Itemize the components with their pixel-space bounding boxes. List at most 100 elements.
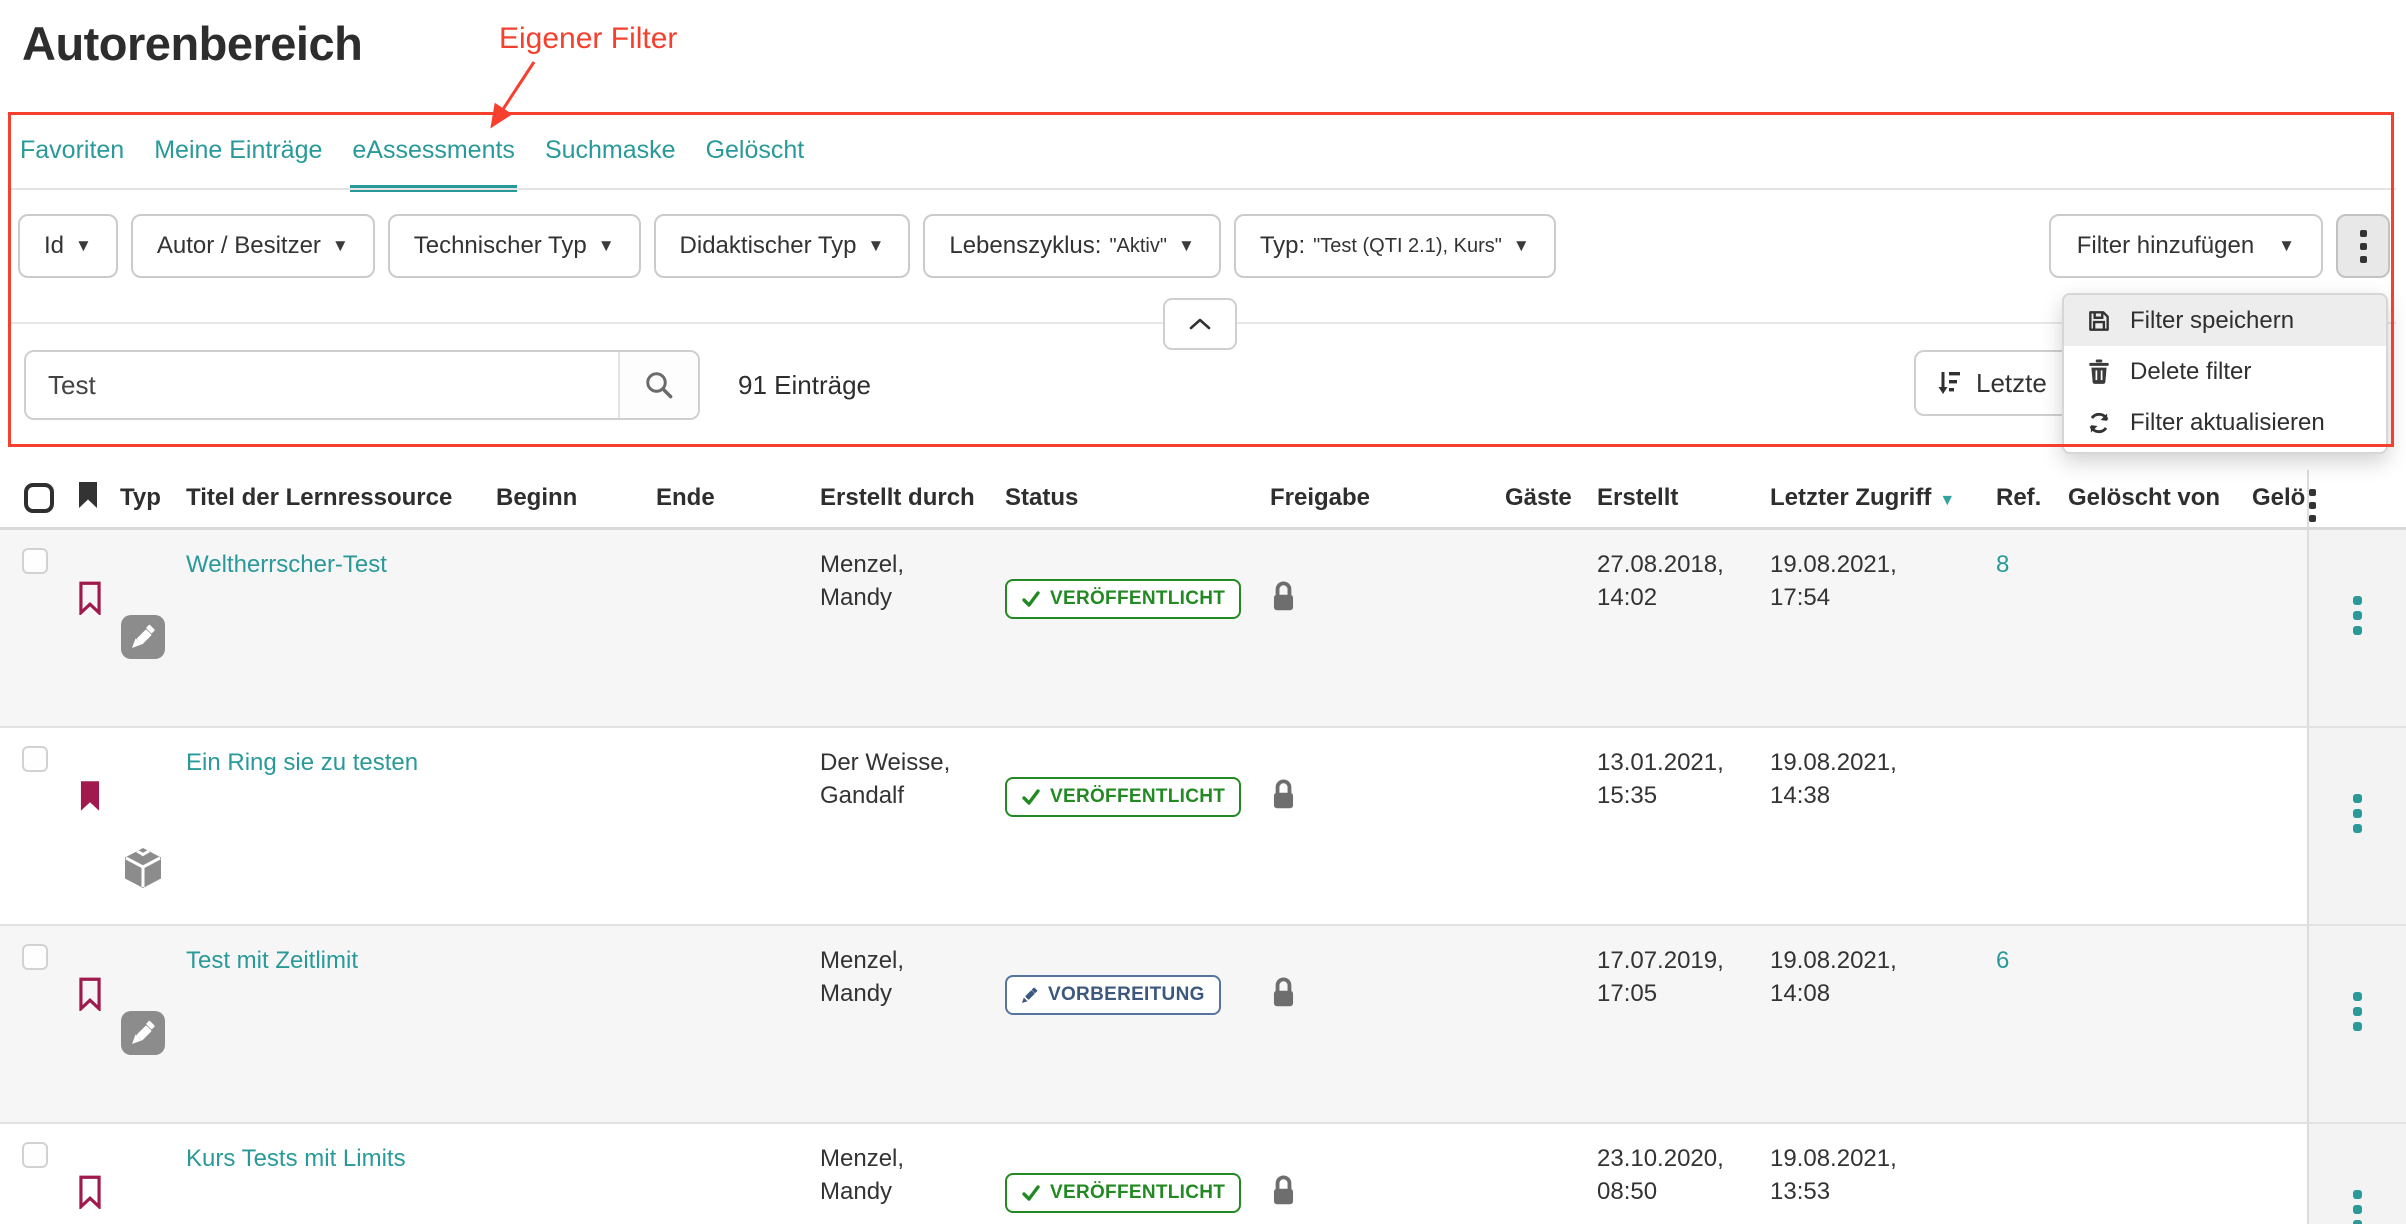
tabs-divider — [10, 188, 2396, 190]
header-freigabe[interactable]: Freigabe — [1270, 484, 1371, 512]
status-label: VORBEREITUNG — [1048, 984, 1205, 1005]
column-settings-kebab-icon[interactable] — [2310, 488, 2316, 522]
menu-item-delete-filter[interactable]: Delete filter — [2064, 346, 2386, 397]
cell-letzter-zugriff: 19.08.2021, 17:54 — [1770, 528, 1996, 727]
type-icon — [120, 779, 166, 924]
filter-pill-lebenszyklus[interactable]: Lebenszyklus: "Aktiv" ▼ — [923, 214, 1221, 278]
ref-count-link[interactable]: 6 — [1996, 946, 2010, 974]
chevron-up-icon — [1189, 318, 1211, 330]
row-actions-kebab-icon[interactable] — [2353, 1189, 2362, 1224]
trash-icon — [2084, 359, 2114, 385]
filter-row: Id ▼ Autor / Besitzer ▼ Technischer Typ … — [18, 214, 2390, 278]
check-icon — [1022, 590, 1040, 607]
caret-down-icon: ▼ — [75, 236, 92, 255]
refresh-icon — [2084, 410, 2114, 436]
resource-title-link[interactable]: Weltherrscher-Test — [186, 550, 387, 578]
table-row: Kurs Tests mit Limits Menzel, Mandy VERÖ… — [0, 1122, 2406, 1224]
ref-count-link[interactable]: 8 — [1996, 550, 2010, 578]
row-actions-kebab-icon[interactable] — [2353, 595, 2362, 635]
type-icon — [120, 581, 166, 726]
row-checkbox[interactable] — [22, 1141, 48, 1168]
row-actions-kebab-icon[interactable] — [2353, 991, 2362, 1031]
tab-favoriten[interactable]: Favoriten — [20, 136, 125, 164]
tab-meine-eintraege[interactable]: Meine Einträge — [154, 136, 323, 164]
table-row: Test mit Zeitlimit Menzel, Mandy VORBERE… — [0, 924, 2406, 1123]
header-status[interactable]: Status — [1005, 484, 1079, 512]
tab-bar: Favoriten Meine Einträge eAssessments Su… — [20, 136, 805, 192]
cell-letzter-zugriff: 19.08.2021, 13:53 — [1770, 1122, 1996, 1224]
bookmark-icon[interactable] — [76, 977, 104, 1012]
cell-ende — [656, 1122, 820, 1224]
header-typ[interactable]: Typ — [120, 484, 161, 512]
add-filter-label: Filter hinzufügen — [2076, 232, 2255, 259]
filter-pill-label: Didaktischer Typ — [679, 232, 857, 259]
lock-icon — [1273, 977, 1294, 1006]
bookmark-icon[interactable] — [76, 779, 104, 813]
header-beginn[interactable]: Beginn — [496, 484, 578, 512]
cell-beginn — [496, 528, 656, 727]
cell-erstellt-durch: Menzel, Mandy — [820, 1122, 1005, 1224]
filter-pill-autor-besitzer[interactable]: Autor / Besitzer ▼ — [130, 214, 375, 278]
row-actions-kebab-icon[interactable] — [2353, 793, 2362, 833]
resource-title-link[interactable]: Test mit Zeitlimit — [186, 946, 359, 974]
status-label: VERÖFFENTLICHT — [1050, 1182, 1226, 1203]
type-icon — [120, 977, 166, 1122]
resource-title-link[interactable]: Ein Ring sie zu testen — [186, 748, 419, 776]
menu-item-filter-speichern[interactable]: Filter speichern — [2064, 295, 2386, 346]
menu-item-filter-aktualisieren[interactable]: Filter aktualisieren — [2064, 397, 2386, 448]
collapse-filters-button[interactable] — [1163, 298, 1237, 350]
sort-button-label: Letzte — [1976, 367, 2047, 398]
filter-pill-label: Typ: — [1259, 232, 1306, 259]
filter-options-kebab-button[interactable] — [2336, 214, 2390, 278]
search-button[interactable] — [618, 352, 698, 418]
header-erstellt[interactable]: Erstellt — [1597, 484, 1679, 512]
select-all-checkbox[interactable] — [24, 483, 54, 514]
filter-pill-didaktischer-typ[interactable]: Didaktischer Typ ▼ — [653, 214, 911, 278]
search-input[interactable] — [26, 352, 618, 418]
bookmark-icon[interactable] — [76, 581, 104, 616]
menu-item-label: Filter speichern — [2130, 306, 2295, 334]
cell-erstellt: 17.07.2019, 17:05 — [1597, 924, 1770, 1123]
status-label: VERÖFFENTLICHT — [1050, 786, 1226, 807]
cell-beginn — [496, 1122, 656, 1224]
tab-eassessments[interactable]: eAssessments — [350, 136, 517, 192]
row-checkbox[interactable] — [22, 745, 48, 772]
filter-pill-id[interactable]: Id ▼ — [18, 214, 118, 278]
header-titel[interactable]: Titel der Lernressource — [186, 484, 453, 512]
cell-gaeste — [1505, 528, 1597, 727]
filter-pill-label: Technischer Typ — [413, 232, 587, 259]
caret-down-icon: ▼ — [331, 236, 349, 255]
header-geloescht-von[interactable]: Gelöscht von — [2068, 484, 2221, 512]
test-resource-icon — [121, 614, 165, 659]
lock-icon — [1273, 581, 1294, 610]
header-geloescht[interactable]: Gelö — [2252, 484, 2306, 512]
table-body: Weltherrscher-Test Menzel, Mandy VERÖFFE… — [0, 528, 2406, 1224]
lock-icon — [1273, 1175, 1294, 1204]
filter-pill-technischer-typ[interactable]: Technischer Typ ▼ — [387, 214, 641, 278]
header-ende[interactable]: Ende — [656, 484, 715, 512]
bookmark-icon[interactable] — [76, 1175, 104, 1210]
header-ref[interactable]: Ref. — [1996, 484, 2042, 512]
header-gaeste[interactable]: Gäste — [1505, 484, 1572, 512]
resource-title-link[interactable]: Kurs Tests mit Limits — [186, 1144, 406, 1172]
cell-geloescht-von — [2068, 924, 2252, 1123]
check-icon — [1022, 788, 1040, 805]
cell-geloescht-von — [2068, 1122, 2252, 1224]
cell-geloescht-von — [2068, 726, 2252, 925]
header-erstellt-durch[interactable]: Erstellt durch — [820, 484, 975, 512]
menu-item-label: Delete filter — [2130, 357, 2252, 385]
caret-down-icon: ▼ — [597, 236, 615, 255]
filter-actions-group: Filter hinzufügen ▼ — [2048, 214, 2390, 278]
add-filter-button[interactable]: Filter hinzufügen ▼ — [2048, 214, 2323, 278]
caret-down-icon: ▼ — [1177, 236, 1195, 255]
row-checkbox[interactable] — [22, 547, 48, 574]
cell-erstellt: 23.10.2020, 08:50 — [1597, 1122, 1770, 1224]
bookmark-header-icon[interactable] — [76, 480, 100, 510]
save-icon — [2084, 308, 2114, 334]
tab-suchmaske[interactable]: Suchmaske — [544, 136, 676, 164]
filter-pill-typ[interactable]: Typ: "Test (QTI 2.1), Kurs" ▼ — [1233, 214, 1556, 278]
header-letzter-zugriff[interactable]: Letzter Zugriff ▼ — [1770, 470, 1996, 528]
row-checkbox[interactable] — [22, 943, 48, 970]
tab-geloescht[interactable]: Gelöscht — [705, 136, 805, 164]
